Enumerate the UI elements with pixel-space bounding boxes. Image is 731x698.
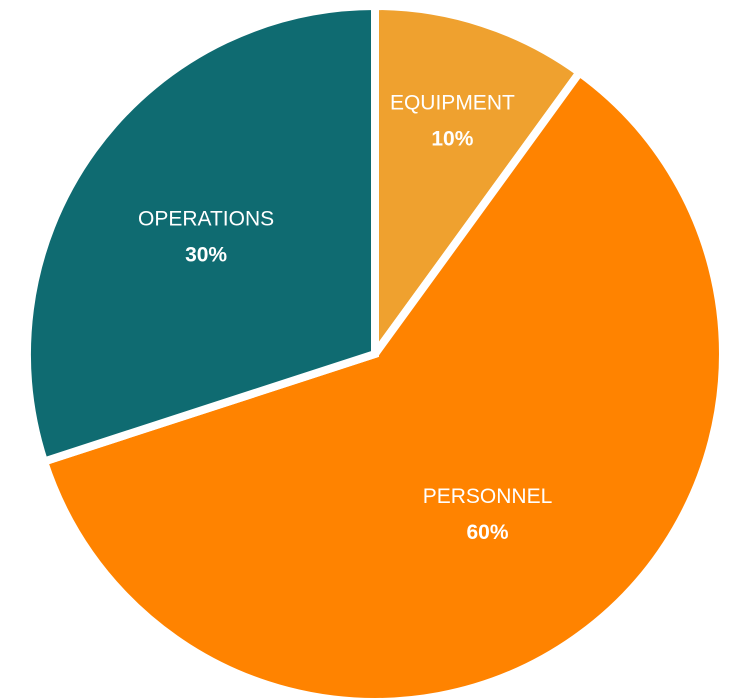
slice-value-operations: 30% xyxy=(185,243,227,266)
pie-slice-equipment xyxy=(371,1,586,367)
slice-label-personnel: PERSONNEL xyxy=(423,485,553,508)
pie-slices xyxy=(23,1,727,698)
pie-slice-personnel xyxy=(38,66,727,698)
pie-labels: EQUIPMENT 10% PERSONNEL 60% OPERATIONS 30% xyxy=(138,92,552,544)
slice-value-equipment: 10% xyxy=(431,128,473,151)
slice-label-equipment: EQUIPMENT xyxy=(390,92,515,115)
slice-label-operations: OPERATIONS xyxy=(138,207,274,230)
pie-slice-operations xyxy=(23,1,379,467)
slice-value-personnel: 60% xyxy=(466,521,508,544)
